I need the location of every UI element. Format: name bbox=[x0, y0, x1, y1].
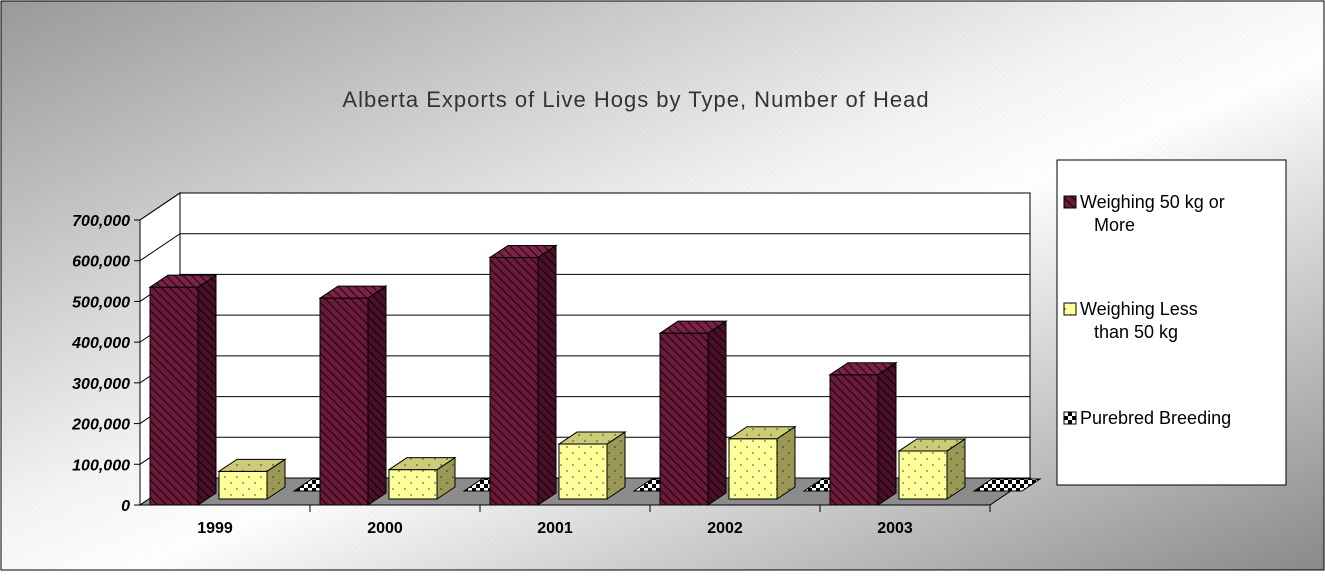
y-tick-label: 200,000 bbox=[71, 417, 130, 434]
y-tick-label: 500,000 bbox=[72, 294, 130, 311]
gridline bbox=[139, 233, 1030, 262]
bar-side bbox=[367, 285, 387, 506]
bar-front bbox=[489, 256, 539, 506]
chart-title: Alberta Exports of Live Hogs by Type, Nu… bbox=[342, 87, 929, 112]
bar-top bbox=[972, 478, 1042, 492]
x-tick-label: 2001 bbox=[537, 520, 573, 537]
bar-front bbox=[728, 438, 778, 500]
bar-side bbox=[197, 274, 217, 506]
y-tick-label: 700,000 bbox=[72, 213, 130, 230]
bar-1 bbox=[488, 244, 558, 506]
bar-top bbox=[727, 426, 797, 440]
bar-1 bbox=[148, 274, 218, 506]
legend-swatch-1 bbox=[1063, 195, 1077, 209]
legend-item-1: Weighing 50 kg or More bbox=[1063, 192, 1230, 235]
bars bbox=[148, 244, 1042, 506]
bar-top bbox=[318, 285, 388, 299]
legend-label-1: Weighing 50 kg or More bbox=[1080, 192, 1230, 235]
bar-front bbox=[659, 332, 709, 506]
bar-front bbox=[898, 450, 948, 500]
legend: Weighing 50 kg or More Weighing Less tha… bbox=[1056, 159, 1287, 486]
legend-label-3: Purebred Breeding bbox=[1080, 408, 1231, 428]
bar-1 bbox=[658, 320, 728, 506]
bar-front bbox=[388, 469, 438, 500]
legend-swatch-3 bbox=[1063, 411, 1077, 425]
y-tick-label: 600,000 bbox=[72, 254, 130, 271]
bar-top bbox=[217, 458, 287, 472]
bar-2 bbox=[217, 458, 287, 500]
bar-side bbox=[707, 320, 727, 506]
legend-swatch-2 bbox=[1063, 302, 1077, 316]
legend-item-2: Weighing Less than 50 kg bbox=[1063, 299, 1203, 342]
x-tick-label: 2000 bbox=[367, 520, 403, 537]
bar-2 bbox=[897, 438, 967, 500]
legend-box bbox=[1056, 159, 1287, 486]
bar-2 bbox=[557, 431, 627, 500]
bar-top bbox=[897, 438, 967, 452]
bar-1 bbox=[318, 285, 388, 506]
bar-top bbox=[488, 244, 558, 258]
legend-item-3: Purebred Breeding bbox=[1063, 408, 1231, 428]
x-tick-label: 2003 bbox=[877, 520, 913, 537]
bar-front bbox=[829, 374, 879, 506]
bar-side bbox=[776, 425, 796, 500]
x-tick-label: 1999 bbox=[197, 520, 233, 537]
y-tick-label: 100,000 bbox=[72, 457, 130, 474]
bar-2 bbox=[387, 456, 457, 500]
axes: 0 100,000 200,000 300,000 400,000 500,000 600,… bbox=[71, 213, 991, 537]
bar-1 bbox=[828, 361, 898, 506]
bar-3 bbox=[972, 478, 1042, 492]
bar-front bbox=[218, 470, 268, 500]
bar-2 bbox=[727, 425, 797, 500]
y-tick-label: 300,000 bbox=[72, 376, 130, 393]
bar-front bbox=[149, 286, 199, 506]
bar-top bbox=[387, 457, 457, 471]
bar-top bbox=[828, 362, 898, 376]
legend-label-2: Weighing Less than 50 kg bbox=[1080, 299, 1203, 342]
bar-top bbox=[658, 320, 728, 334]
x-tick-label: 2002 bbox=[707, 520, 743, 537]
bar-side bbox=[537, 244, 557, 506]
bar-top bbox=[557, 431, 627, 445]
y-tick-label: 0 bbox=[121, 498, 130, 515]
bar-front bbox=[319, 297, 369, 506]
bar-top bbox=[148, 274, 218, 288]
bar-side bbox=[877, 361, 897, 506]
gridline bbox=[139, 192, 1030, 221]
bar-front bbox=[558, 443, 608, 500]
y-tick-label: 400,000 bbox=[71, 335, 130, 352]
